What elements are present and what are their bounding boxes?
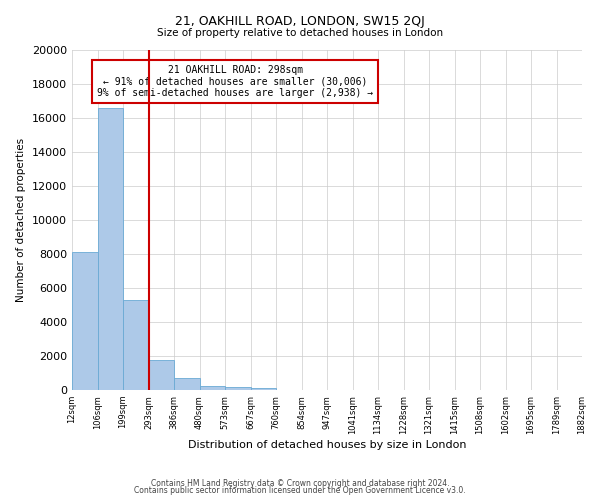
Bar bbox=[174, 378, 199, 390]
Text: Contains public sector information licensed under the Open Government Licence v3: Contains public sector information licen… bbox=[134, 486, 466, 495]
Bar bbox=[97, 108, 123, 390]
Text: Contains HM Land Registry data © Crown copyright and database right 2024.: Contains HM Land Registry data © Crown c… bbox=[151, 478, 449, 488]
Bar bbox=[225, 386, 251, 390]
Bar bbox=[199, 386, 225, 390]
Y-axis label: Number of detached properties: Number of detached properties bbox=[16, 138, 26, 302]
Bar bbox=[72, 252, 97, 390]
Bar bbox=[123, 300, 149, 390]
X-axis label: Distribution of detached houses by size in London: Distribution of detached houses by size … bbox=[188, 440, 466, 450]
Bar bbox=[251, 388, 276, 390]
Bar bbox=[149, 360, 174, 390]
Text: 21, OAKHILL ROAD, LONDON, SW15 2QJ: 21, OAKHILL ROAD, LONDON, SW15 2QJ bbox=[175, 15, 425, 28]
Text: 21 OAKHILL ROAD: 298sqm
← 91% of detached houses are smaller (30,006)
9% of semi: 21 OAKHILL ROAD: 298sqm ← 91% of detache… bbox=[97, 66, 373, 98]
Text: Size of property relative to detached houses in London: Size of property relative to detached ho… bbox=[157, 28, 443, 38]
